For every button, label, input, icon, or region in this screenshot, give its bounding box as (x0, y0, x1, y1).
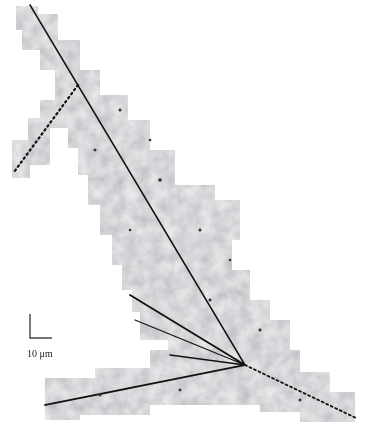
grain (99, 394, 102, 397)
grain (158, 178, 162, 182)
grain (209, 299, 212, 302)
scale-bar-line (30, 314, 52, 338)
grain (179, 389, 182, 392)
scale-bar (30, 314, 52, 338)
scale-bar-label: 10 μm (27, 349, 53, 360)
grain (199, 229, 202, 232)
grain (129, 229, 132, 232)
grain (229, 259, 232, 262)
mosaic-region (12, 6, 355, 422)
grain (119, 109, 122, 112)
micrograph: 10 μm (0, 0, 368, 425)
emulsion-mosaic (12, 6, 355, 422)
grain (149, 139, 152, 142)
page: 10 μm (() => { const data = JSON.parse(d… (0, 0, 368, 425)
grain (299, 399, 302, 402)
grain (94, 149, 97, 152)
grain (259, 329, 262, 332)
